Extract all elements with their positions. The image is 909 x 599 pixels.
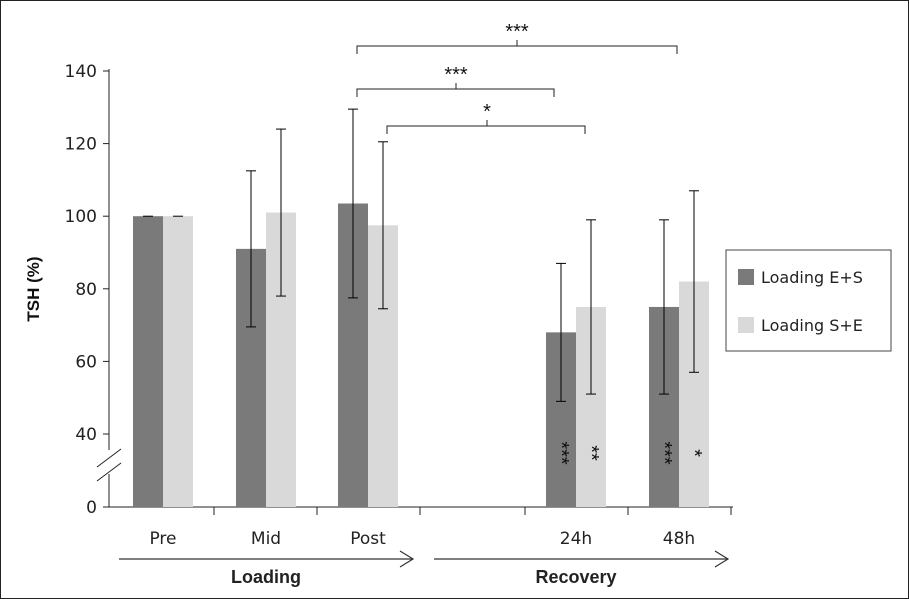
bracket-label: *** xyxy=(444,64,468,86)
legend-swatch xyxy=(738,317,754,333)
significance-mark: * xyxy=(683,449,705,457)
y-tick-label: 80 xyxy=(75,280,97,300)
axis-break-mark xyxy=(96,448,122,468)
y-tick-label: 100 xyxy=(65,207,97,227)
axis-break-gap xyxy=(97,450,121,474)
x-category-label: Mid xyxy=(251,529,281,549)
y-tick-label: 60 xyxy=(75,352,97,372)
y-tick-label: 0 xyxy=(86,498,97,518)
legend-label: Loading E+S xyxy=(761,268,863,287)
bar xyxy=(133,216,163,507)
significance-bracket xyxy=(356,88,555,97)
bracket-label: * xyxy=(483,101,491,123)
arrow-head xyxy=(399,550,415,568)
legend-box xyxy=(725,249,892,352)
axis-break-mark xyxy=(96,462,122,482)
group-label: Recovery xyxy=(535,567,616,587)
legend-swatch xyxy=(738,269,754,285)
x-category-label: Pre xyxy=(149,529,176,549)
x-category-label: 48h xyxy=(663,529,695,549)
legend-label: Loading S+E xyxy=(761,316,863,335)
significance-mark: ** xyxy=(580,445,602,461)
bracket-label: *** xyxy=(505,21,529,43)
group-label: Loading xyxy=(231,567,301,587)
significance-mark: *** xyxy=(550,441,572,465)
significance-mark: *** xyxy=(653,441,675,465)
arrow-head xyxy=(714,550,730,568)
x-category-label: 24h xyxy=(560,529,592,549)
y-tick-label: 140 xyxy=(65,62,97,82)
y-tick-label: 120 xyxy=(65,135,97,155)
significance-bracket xyxy=(386,125,586,134)
significance-bracket xyxy=(356,45,678,54)
x-category-label: Post xyxy=(350,529,386,549)
bar xyxy=(163,216,193,507)
y-axis-label: TSH (%) xyxy=(24,256,43,321)
y-tick-label: 40 xyxy=(75,425,97,445)
